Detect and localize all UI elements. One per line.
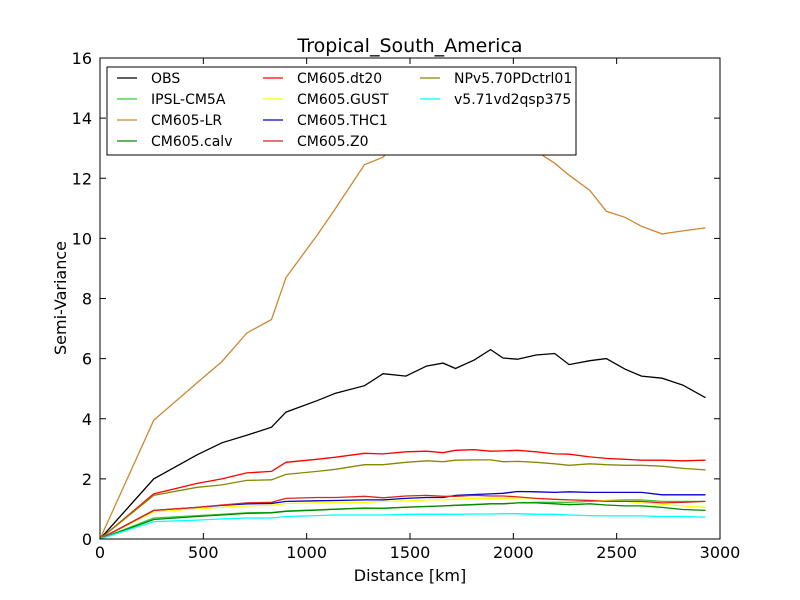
legend-label-4: CM605.dt20 — [297, 71, 382, 87]
y-tick-label: 10 — [72, 229, 92, 248]
series-line-6 — [100, 490, 706, 539]
legend-label-9: v5.71vd2qsp375 — [454, 92, 571, 108]
x-tick-label: 500 — [188, 543, 219, 562]
y-tick-label: 4 — [82, 410, 92, 429]
y-tick-label: 14 — [72, 109, 92, 128]
x-axis-label: Distance [km] — [354, 566, 466, 585]
x-tick-label: 2500 — [596, 543, 637, 562]
chart-title: Tropical_South_America — [296, 35, 522, 57]
legend-label-6: CM605.THC1 — [297, 113, 388, 129]
series-line-7 — [100, 494, 706, 539]
legend-label-8: NPv5.70PDctrl01 — [454, 71, 572, 87]
legend-label-0: OBS — [151, 71, 180, 87]
legend-label-7: CM605.Z0 — [297, 134, 369, 150]
y-tick-label: 2 — [82, 470, 92, 489]
x-tick-label: 1000 — [286, 543, 327, 562]
series-line-4 — [100, 449, 706, 539]
series-line-0 — [100, 348, 706, 539]
y-axis: 0 2 4 6 8 10 12 14 16 — [72, 49, 720, 549]
x-axis: 0 500 1000 1500 2000 2500 3000 — [95, 58, 740, 562]
series-line-8 — [100, 459, 706, 539]
y-tick-label: 12 — [72, 169, 92, 188]
x-tick-label: 1500 — [390, 543, 431, 562]
legend: OBS IPSL-CM5A CM605-LR CM605.calv CM605.dt20… — [106, 66, 577, 156]
series-line-3 — [100, 502, 706, 539]
x-tick-label: 3000 — [700, 543, 741, 562]
legend-label-5: CM605.GUST — [297, 92, 389, 108]
legend-box — [106, 66, 577, 156]
series-line-9 — [100, 513, 706, 539]
legend-label-3: CM605.calv — [151, 134, 232, 150]
legend-label-2: CM605-LR — [151, 113, 222, 129]
y-axis-label: Semi-Variance — [51, 241, 70, 355]
legend-label-1: IPSL-CM5A — [151, 92, 226, 108]
y-tick-label: 0 — [82, 530, 92, 549]
x-tick-label: 2000 — [493, 543, 534, 562]
x-tick-label: 0 — [95, 543, 105, 562]
y-tick-label: 16 — [72, 49, 92, 68]
y-tick-label: 8 — [82, 290, 92, 309]
y-tick-label: 6 — [82, 350, 92, 369]
